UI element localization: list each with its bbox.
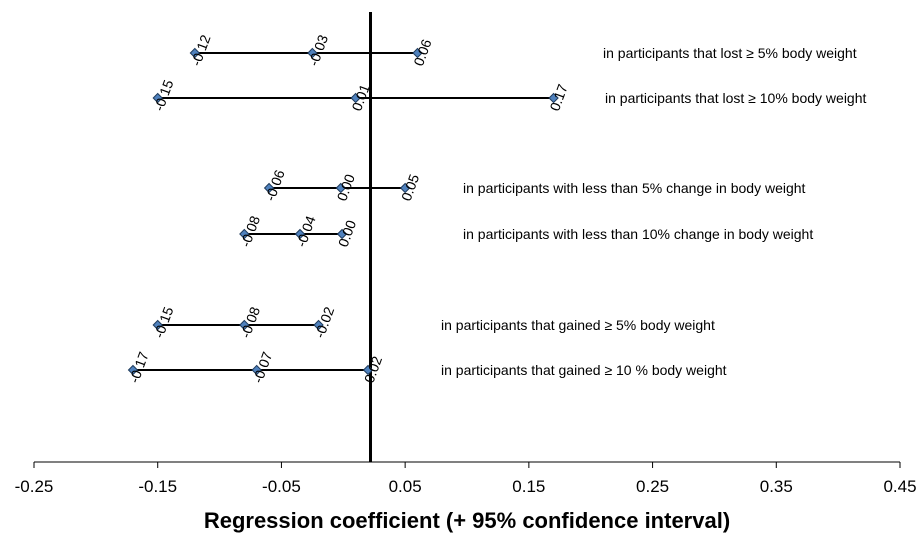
row-label: in participants with less than 5% change… — [463, 180, 806, 196]
data-label: -0.17 — [126, 349, 152, 385]
x-tick-label: 0.15 — [512, 477, 545, 496]
estimate-marker — [294, 228, 306, 240]
x-axis-title: Regression coefficient (+ 95% confidence… — [204, 508, 730, 533]
x-tick-label: 0.45 — [883, 477, 916, 496]
row-label: in participants that lost ≥ 5% body weig… — [603, 45, 857, 61]
x-tick-label: 0.25 — [636, 477, 669, 496]
data-label: -0.02 — [311, 304, 337, 340]
data-label: -0.15 — [150, 304, 176, 340]
row-label: in participants that gained ≥ 5% body we… — [441, 317, 715, 333]
ci-row: -0.15 -0.08 -0.02 in participants that gain… — [150, 304, 714, 340]
ci-row: -0.06 0.00 0.05 in participants with less t… — [262, 167, 806, 203]
data-label: -0.08 — [237, 304, 263, 340]
ci-row: -0.17 -0.07 0.02 in participants that gaine… — [126, 349, 727, 385]
upper-bound-marker — [412, 47, 423, 59]
row-label: in participants with less than 10% chang… — [463, 226, 813, 242]
row-label: in participants that gained ≥ 10 % body … — [441, 362, 727, 378]
upper-bound-marker — [336, 228, 348, 240]
row-label: in participants that lost ≥ 10% body wei… — [605, 90, 866, 106]
data-label: 0.02 — [361, 354, 385, 385]
data-label: -0.04 — [293, 213, 319, 249]
data-label: -0.08 — [237, 213, 263, 249]
x-tick-label: -0.25 — [15, 477, 54, 496]
upper-bound-marker — [548, 92, 559, 104]
data-label: -0.07 — [249, 349, 275, 385]
lower-bound-marker — [127, 364, 139, 376]
lower-bound-marker — [239, 228, 250, 240]
x-tick-label: -0.15 — [138, 477, 177, 496]
lower-bound-marker — [152, 319, 163, 331]
estimate-marker — [251, 364, 262, 376]
lower-bound-marker — [189, 47, 201, 59]
estimate-marker — [307, 47, 318, 59]
x-tick-label: -0.05 — [262, 477, 301, 496]
upper-bound-marker — [399, 182, 411, 194]
data-label: 0.17 — [546, 82, 570, 113]
upper-bound-marker — [362, 364, 374, 376]
x-axis: -0.25 -0.15 -0.05 0.05 0.15 0.25 0.35 0.45 — [15, 461, 917, 496]
estimate-marker — [350, 92, 361, 104]
x-tick-label: 0.35 — [760, 477, 793, 496]
lower-bound-marker — [152, 92, 163, 104]
ci-row: -0.12 -0.03 0.06 in participants that lost … — [188, 32, 857, 68]
data-label: 0.05 — [398, 172, 422, 203]
estimate-marker — [239, 319, 250, 331]
ci-row: -0.08 -0.04 0.00 in participants with less … — [237, 213, 813, 249]
data-label: -0.15 — [150, 77, 176, 113]
data-label: -0.03 — [305, 32, 331, 68]
data-label: -0.12 — [188, 32, 214, 68]
lower-bound-marker — [263, 182, 275, 194]
data-label: 0.06 — [410, 37, 434, 68]
x-tick-label: 0.05 — [389, 477, 422, 496]
data-label: -0.06 — [262, 167, 288, 203]
ci-row: -0.15 0.01 0.17 in participants that lost ≥… — [150, 77, 866, 113]
upper-bound-marker — [313, 319, 324, 331]
estimate-marker — [335, 182, 347, 194]
row-group: -0.12 -0.03 0.06 in participants that lost … — [126, 32, 867, 385]
data-label: 0.00 — [335, 218, 359, 249]
